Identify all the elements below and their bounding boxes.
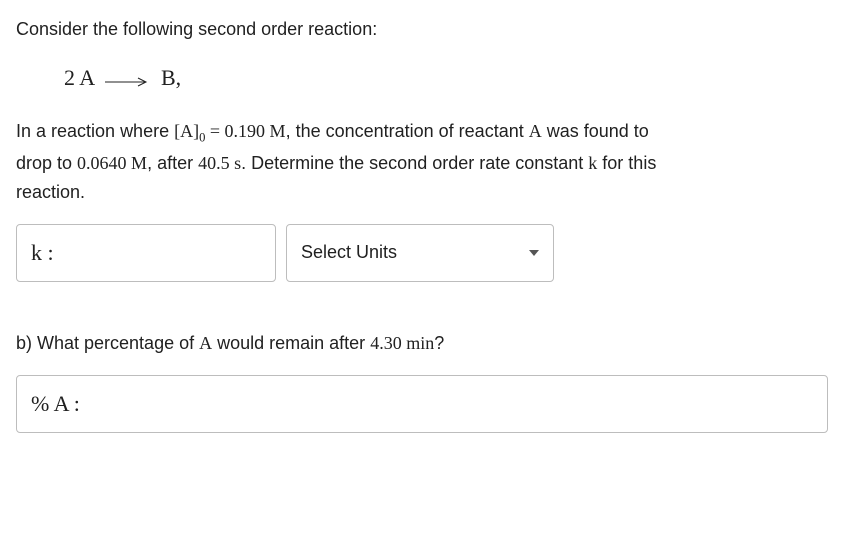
elapsed-time: 40.5 s	[198, 153, 241, 173]
text-fragment: , after	[147, 153, 198, 173]
units-placeholder: Select Units	[301, 239, 397, 266]
later-concentration: 0.0640 M	[77, 153, 147, 173]
text-fragment: was found to	[542, 121, 649, 141]
equation-lhs: 2 A	[64, 65, 94, 90]
bracket-A: [A]	[174, 121, 199, 141]
variable-A: A	[199, 333, 212, 353]
reactant-symbol: A	[529, 121, 542, 141]
text-fragment: b) What percentage of	[16, 333, 199, 353]
question-body-line3: reaction.	[16, 179, 828, 206]
k-variable: k	[588, 153, 597, 173]
text-fragment: drop to	[16, 153, 77, 173]
equation-rhs: B,	[161, 65, 181, 90]
percent-a-label: % A :	[31, 387, 80, 420]
text-fragment: , the concentration of reactant	[286, 121, 529, 141]
k-answer-row: k : Select Units	[16, 224, 828, 282]
text-fragment: In a reaction where	[16, 121, 174, 141]
arrow-icon	[105, 63, 149, 96]
question-body-line2: drop to 0.0640 M, after 40.5 s. Determin…	[16, 150, 828, 177]
initial-concentration: 0.190 M	[225, 121, 286, 141]
k-input[interactable]: k :	[16, 224, 276, 282]
percent-a-input[interactable]: % A :	[16, 375, 828, 433]
text-fragment: ?	[434, 333, 444, 353]
equals-sign: =	[205, 121, 224, 141]
k-input-label: k :	[31, 236, 54, 269]
reaction-equation: 2 A B,	[64, 61, 828, 96]
text-fragment: would remain after	[212, 333, 370, 353]
text-fragment: for this	[597, 153, 656, 173]
partb-time: 4.30 min	[370, 333, 434, 353]
text-fragment: . Determine the second order rate consta…	[241, 153, 588, 173]
question-intro: Consider the following second order reac…	[16, 16, 828, 43]
inline-A: [A]0	[174, 121, 205, 141]
part-b-question: b) What percentage of A would remain aft…	[16, 330, 828, 357]
question-body-line1: In a reaction where [A]0 = 0.190 M, the …	[16, 118, 828, 147]
chevron-down-icon	[529, 250, 539, 256]
units-select[interactable]: Select Units	[286, 224, 554, 282]
